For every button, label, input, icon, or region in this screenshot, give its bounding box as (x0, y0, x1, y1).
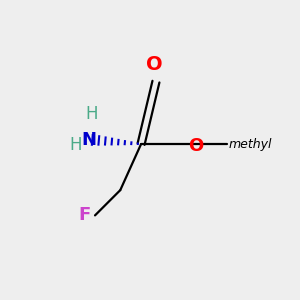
Text: N: N (82, 130, 97, 148)
Text: H: H (69, 136, 82, 154)
Text: O: O (146, 55, 163, 74)
Text: F: F (78, 206, 91, 224)
Text: methyl: methyl (229, 138, 272, 151)
Text: O: O (188, 136, 204, 154)
Text: H: H (86, 105, 98, 123)
